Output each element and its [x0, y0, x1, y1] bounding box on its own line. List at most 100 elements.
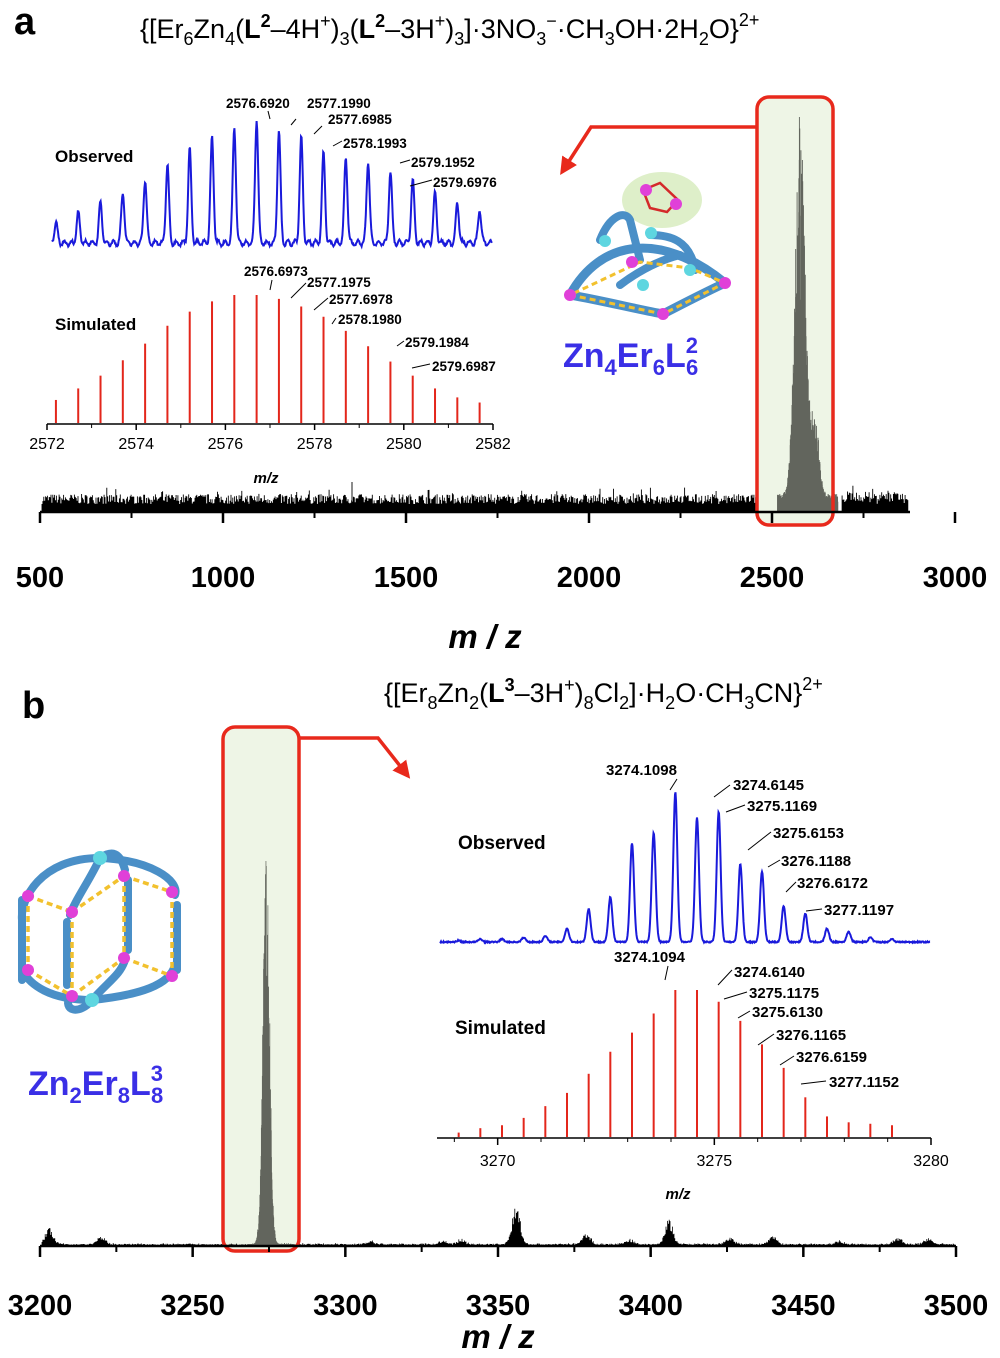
x-tick-label-b: 3400	[618, 1290, 683, 1322]
highlight-box-a-fill	[757, 97, 833, 525]
x-tick-label-a: 1000	[191, 562, 256, 594]
simulated-peak-leader-a	[331, 317, 337, 325]
inset-a-tick-label: 2572	[29, 436, 65, 453]
cluster-a-er-atom	[670, 198, 682, 210]
inset-a-tick-label: 2578	[297, 436, 333, 453]
cluster-a-er-atom	[640, 184, 652, 196]
inset-a-tick-label: 2574	[118, 436, 154, 453]
cluster-b-ligand	[17, 854, 104, 924]
cluster-a-zn-atom	[637, 279, 649, 291]
observed-trace-a	[51, 121, 493, 250]
observed-peak-label-b: 3277.1197	[824, 902, 894, 919]
observed-peak-leader-b	[785, 881, 797, 893]
simulated-sticks-a	[54, 295, 481, 423]
observed-peak-leader-b	[713, 784, 731, 798]
observed-peak-label-b: 3276.1188	[781, 853, 851, 870]
observed-peak-label-b: 3274.1098	[606, 762, 677, 779]
cluster-b-er-atom	[22, 890, 34, 902]
observed-peak-label-b: 3275.6153	[773, 825, 844, 842]
inset-a-tick-label: 2582	[475, 436, 511, 453]
observed-peak-label-b: 3274.6145	[733, 777, 804, 794]
inset-b-tick-label: 3270	[480, 1153, 516, 1170]
x-tick-label-a: 500	[16, 562, 64, 594]
x-axis-b-title: m / z	[461, 1318, 535, 1355]
simulated-peak-label-b: 3275.1175	[749, 985, 819, 1002]
x-tick-label-a: 3000	[923, 562, 988, 594]
cluster-b-er-atom	[22, 964, 34, 976]
simulated-peak-leader-b	[723, 991, 748, 1000]
observed-peak-leader-a	[399, 159, 411, 164]
cluster-a-er-bonds	[565, 260, 729, 316]
observed-peak-label-a: 2579.6976	[433, 175, 497, 190]
x-tick-label-b: 3200	[8, 1290, 73, 1322]
simulated-peak-label-b: 3274.1094	[614, 949, 686, 966]
arrow-b	[299, 736, 411, 779]
cluster-b-zn-atom	[85, 993, 99, 1007]
inset-a-simulated-label: Simulated	[55, 315, 136, 334]
simulated-peak-label-a: 2579.1984	[405, 335, 469, 350]
simulated-peak-labels-b: 3274.1094 3274.6140 3275.1175 3275.6130 3276…	[614, 949, 899, 1091]
simulated-peak-leader-a	[411, 363, 431, 369]
observed-peak-leader-b	[747, 831, 772, 851]
observed-peak-label-a: 2578.1993	[343, 136, 407, 151]
inset-b-xlabel: m/z	[665, 1186, 691, 1203]
cluster-a-er-atom	[564, 289, 576, 301]
highlight-box-a	[755, 95, 835, 527]
simulated-peak-label-b: 3275.6130	[752, 1004, 823, 1021]
inset-b-tick-label: 3280	[913, 1153, 949, 1170]
cluster-a-zn-atom	[684, 264, 696, 276]
highlight-box-b	[221, 725, 301, 1253]
panel-a: a {[Er6Zn4(L2–4H+)3(L2–3H+)3]·3NO3−·CH3O…	[14, 1, 987, 655]
cluster-a-er-atom	[657, 308, 669, 320]
inset-b-simulated-label: Simulated	[455, 1018, 546, 1039]
observed-peak-leader-b	[725, 804, 746, 813]
simulated-peak-leader-b	[664, 965, 669, 981]
observed-peak-leader-b	[669, 778, 678, 791]
x-tick-label-b: 3450	[771, 1290, 836, 1322]
simulated-peak-leader-b	[737, 1010, 751, 1019]
panel-b: b {[Er8Zn2(L3–3H+)8Cl2]·H2O·CH3CN}2+ 320…	[8, 674, 989, 1355]
inset-a: Observed Simulated 2572 2574 2576 2578 2580 2…	[29, 96, 511, 487]
x-tick-label-a: 2000	[557, 562, 622, 594]
cluster-a-zn-atom	[645, 227, 657, 239]
spectrum-a-baseline	[41, 482, 909, 512]
cluster-b-er-atom	[66, 906, 78, 918]
x-tick-label-b: 3250	[160, 1290, 225, 1322]
cluster-a-ligand	[596, 211, 644, 264]
simulated-peak-leader-b	[717, 969, 733, 986]
inset-a-tick-label: 2576	[208, 436, 244, 453]
spectrum-a-noise-trace	[41, 482, 909, 512]
cluster-b-er-bonds	[26, 874, 174, 998]
observed-peak-leader-a	[267, 110, 271, 120]
simulated-peak-leader-b	[800, 1080, 827, 1085]
simulated-sticks-b	[457, 990, 893, 1137]
observed-peak-leader-b	[805, 908, 823, 912]
simulated-peak-label-a: 2578.1980	[338, 312, 402, 327]
cluster-a-ligand	[616, 251, 684, 289]
simulated-peak-label-b: 3277.1152	[829, 1074, 899, 1091]
x-tick-label-b: 3300	[313, 1290, 378, 1322]
x-tick-label-a: 2500	[740, 562, 805, 594]
simulated-peak-leader-a	[269, 279, 273, 291]
x-axis-a-title: m / z	[448, 618, 522, 655]
cluster-b-er-atom	[118, 870, 130, 882]
cluster-b-er-atom	[118, 952, 130, 964]
observed-trace-b	[439, 792, 931, 945]
cluster-label-a: Zn4Er6L2 6	[563, 333, 698, 380]
simulated-peak-label-b: 3276.6159	[796, 1049, 867, 1066]
observed-peak-labels-b: 3274.1098 3274.6145 3275.1169 3275.6153 3276…	[606, 762, 894, 919]
simulated-peak-label-b: 3276.1165	[776, 1027, 846, 1044]
inset-b-ticks: 3270 3275 3280	[453, 1138, 949, 1170]
cluster-diagram-a: Zn4Er6L2 6	[563, 172, 731, 380]
cluster-label-b: Zn2Er8L3 8	[28, 1061, 163, 1108]
inset-a-ticks: 2572 2574 2576 2578 2580 2582	[29, 424, 511, 453]
highlight-box-b-fill	[223, 727, 299, 1251]
cluster-b-zn-atom	[93, 851, 107, 865]
observed-peak-label-a: 2579.1952	[411, 155, 475, 170]
cluster-a-er-atom	[626, 256, 638, 268]
inset-b-tick-label: 3275	[697, 1153, 733, 1170]
simulated-peak-leader-b	[757, 1033, 775, 1046]
observed-peak-leader-a	[290, 118, 297, 126]
